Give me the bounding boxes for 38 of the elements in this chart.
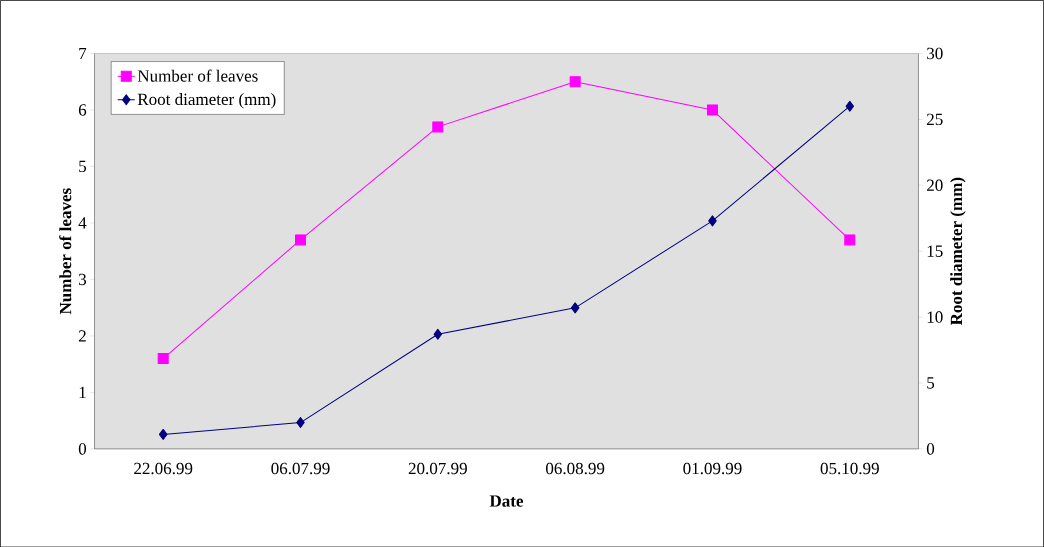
y-tick-label: 3 — [79, 273, 87, 285]
point — [295, 234, 307, 246]
point — [296, 416, 305, 428]
point — [157, 352, 169, 364]
x-tick-label: 06.07.99 — [271, 462, 330, 475]
y2-tick-label: 5 — [927, 377, 935, 389]
x-tick-label: 06.08.99 — [546, 462, 605, 475]
x-tick-label: 01.09.99 — [683, 462, 742, 475]
y2-tick-label: 30 — [927, 47, 943, 59]
y-tick-label: 4 — [78, 217, 87, 229]
y2-tick-label: 0 — [926, 442, 935, 455]
point — [433, 328, 443, 340]
y2-tick-label: 25 — [927, 113, 943, 125]
y-tick-label: 1 — [79, 386, 86, 398]
point — [844, 234, 856, 246]
point — [706, 104, 718, 116]
y-tick-label: 2 — [78, 330, 86, 342]
x-tick-label: 05.10.99 — [820, 462, 879, 475]
y2-tick-label: 15 — [927, 245, 943, 257]
y-tick-label: 6 — [78, 104, 87, 116]
point — [158, 428, 168, 440]
point — [432, 121, 444, 133]
legend-label: Root diameter (mm) — [137, 92, 276, 109]
x-tick-label: 22.06.99 — [134, 462, 193, 475]
y-tick-label: 0 — [78, 442, 87, 455]
x-tick-label: 20.07.99 — [408, 462, 467, 475]
point — [569, 75, 581, 88]
y2-axis-title: Root diameter (mm) — [950, 177, 966, 325]
legend-label: Number of leaves — [137, 69, 258, 82]
point — [570, 302, 580, 314]
y2-tick-label: 20 — [927, 179, 943, 191]
y-axis-title: Number of leaves — [59, 188, 72, 314]
y2-tick-label: 10 — [927, 311, 943, 323]
y-tick-label: 7 — [79, 47, 87, 59]
point — [708, 215, 717, 227]
x-axis-title: Date — [489, 495, 524, 507]
point — [845, 100, 855, 112]
y-tick-label: 5 — [79, 160, 87, 172]
